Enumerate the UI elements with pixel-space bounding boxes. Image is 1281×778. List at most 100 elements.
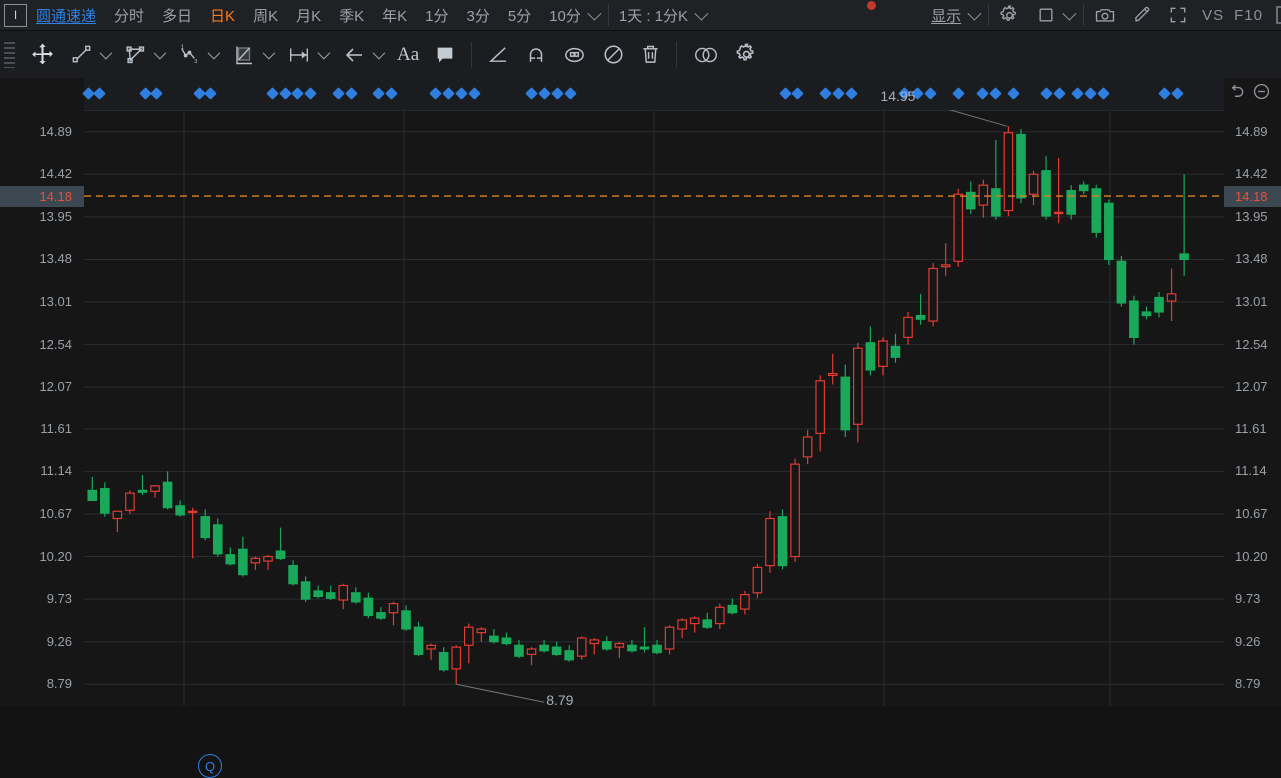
pencil-icon[interactable] (1132, 5, 1152, 25)
period-tab-10[interactable]: 10分 (549, 7, 581, 25)
event-marker[interactable] (1040, 87, 1053, 100)
event-marker[interactable] (442, 87, 455, 100)
no-drawing-icon[interactable] (602, 43, 625, 66)
quote-marker-icon[interactable]: Q (198, 754, 222, 778)
gear-icon[interactable] (999, 5, 1020, 26)
event-marker[interactable] (279, 87, 292, 100)
candle-body (953, 193, 964, 262)
trendline-icon[interactable] (70, 43, 93, 66)
event-marker[interactable] (1071, 87, 1084, 100)
range-measure-icon[interactable] (287, 45, 311, 65)
comment-icon[interactable] (434, 44, 456, 66)
top-toolbar: I 圆通速递 分时 多日 日K 周K 月K 季K 年K 1分 3分 5分 10分 1天 : 1分K … (0, 0, 1281, 31)
event-marker[interactable] (345, 87, 358, 100)
event-marker[interactable] (952, 87, 965, 100)
event-marker[interactable] (1097, 87, 1110, 100)
event-marker[interactable] (1007, 87, 1020, 100)
period-tab-4[interactable]: 月K (296, 7, 322, 25)
event-marker[interactable] (429, 87, 442, 100)
event-marker[interactable] (1084, 87, 1097, 100)
candle (777, 509, 788, 570)
event-marker[interactable] (291, 87, 304, 100)
period-tab-3[interactable]: 周K (253, 7, 279, 25)
event-marker[interactable] (551, 87, 564, 100)
event-marker[interactable] (455, 87, 468, 100)
f10-button[interactable]: F10 (1234, 6, 1263, 24)
event-marker[interactable] (332, 87, 345, 100)
chevron-down-icon[interactable] (372, 46, 386, 60)
event-marker[interactable] (779, 87, 792, 100)
magnet-icon[interactable] (525, 43, 547, 66)
event-marker[interactable] (832, 87, 845, 100)
period-tab-8[interactable]: 3分 (466, 7, 490, 25)
camera-icon[interactable] (1094, 5, 1116, 25)
candle (100, 482, 110, 517)
trash-icon[interactable] (640, 43, 661, 66)
timeframe-combo[interactable]: 1天 : 1分K (619, 5, 709, 26)
candle (915, 293, 926, 325)
price-axis-right[interactable]: 14.89 14.42 13.95 13.48 13.01 12.54 12.07 11.61… (1224, 110, 1281, 706)
arrow-left-icon[interactable] (342, 44, 366, 66)
event-marker[interactable] (150, 87, 163, 100)
layout-icon[interactable] (1036, 5, 1077, 25)
event-marker[interactable] (468, 87, 481, 100)
chevron-down-icon[interactable] (99, 46, 113, 60)
undo-icon[interactable] (1228, 82, 1247, 101)
candle (463, 623, 474, 664)
event-marker[interactable] (791, 87, 804, 100)
crosshair-move-icon[interactable] (30, 42, 55, 67)
settings-gear-icon[interactable] (735, 43, 758, 66)
event-marker[interactable] (204, 87, 217, 100)
lock-link-icon[interactable] (562, 44, 587, 66)
period-tab-7[interactable]: 1分 (425, 7, 449, 25)
chevron-down-icon[interactable] (207, 46, 221, 60)
event-marker[interactable] (1171, 87, 1184, 100)
event-marker[interactable] (93, 87, 106, 100)
app-logo[interactable]: I (4, 3, 27, 27)
stock-name-label[interactable]: 圆通速递 (36, 7, 97, 25)
minus-circle-icon[interactable] (1252, 82, 1271, 101)
event-marker[interactable] (538, 87, 551, 100)
chevron-down-icon (1062, 6, 1077, 21)
period-tab-1[interactable]: 多日 (162, 7, 193, 25)
event-marker[interactable] (924, 87, 937, 100)
overlap-circles-icon[interactable] (692, 44, 720, 66)
event-marker[interactable] (266, 87, 279, 100)
price-tick-l-5: 12.54 (39, 336, 72, 352)
chart-panel[interactable]: 前复权 14.8914.4213.9513.4813.0112.5412.071… (0, 78, 1281, 778)
event-marker[interactable] (372, 87, 385, 100)
event-marker[interactable] (304, 87, 317, 100)
period-tab-9[interactable]: 5分 (507, 7, 532, 25)
event-marker[interactable] (819, 87, 832, 100)
chevron-down-icon[interactable] (317, 46, 331, 60)
fullscreen-icon[interactable] (1168, 5, 1188, 25)
wave-label-icon[interactable]: 1 3 (178, 43, 201, 66)
display-menu[interactable]: 显示 (931, 5, 982, 26)
vs-button[interactable]: VS (1202, 6, 1225, 24)
candle-body (890, 345, 901, 358)
edge-bracket-icon[interactable] (1273, 5, 1281, 25)
polygon-icon[interactable] (124, 43, 147, 66)
angle-icon[interactable] (487, 43, 510, 66)
chevron-down-icon[interactable] (587, 6, 602, 21)
period-tab-6[interactable]: 年K (382, 7, 408, 25)
chevron-down-icon[interactable] (153, 46, 167, 60)
chevron-down-icon[interactable] (262, 46, 276, 60)
candle-body (300, 581, 311, 600)
text-icon[interactable]: Aa (397, 43, 420, 65)
event-marker[interactable] (385, 87, 398, 100)
event-marker[interactable] (845, 87, 858, 100)
event-marker[interactable] (525, 87, 538, 100)
period-tab-5[interactable]: 季K (339, 7, 365, 25)
event-marker[interactable] (976, 87, 989, 100)
event-marker[interactable] (564, 87, 577, 100)
period-tab-0[interactable]: 分时 (114, 7, 145, 25)
toolbar-drag-handle[interactable] (4, 41, 15, 68)
event-marker[interactable] (1158, 87, 1171, 100)
event-marker[interactable] (1053, 87, 1066, 100)
period-tab-2[interactable]: 日K (210, 7, 236, 25)
candlestick-plot[interactable] (84, 110, 1224, 706)
event-marker[interactable] (989, 87, 1002, 100)
pattern-box-icon[interactable] (232, 43, 256, 67)
price-axis-left[interactable]: 14.89 14.42 13.95 13.48 13.01 12.54 12.07 11.61… (0, 110, 84, 706)
